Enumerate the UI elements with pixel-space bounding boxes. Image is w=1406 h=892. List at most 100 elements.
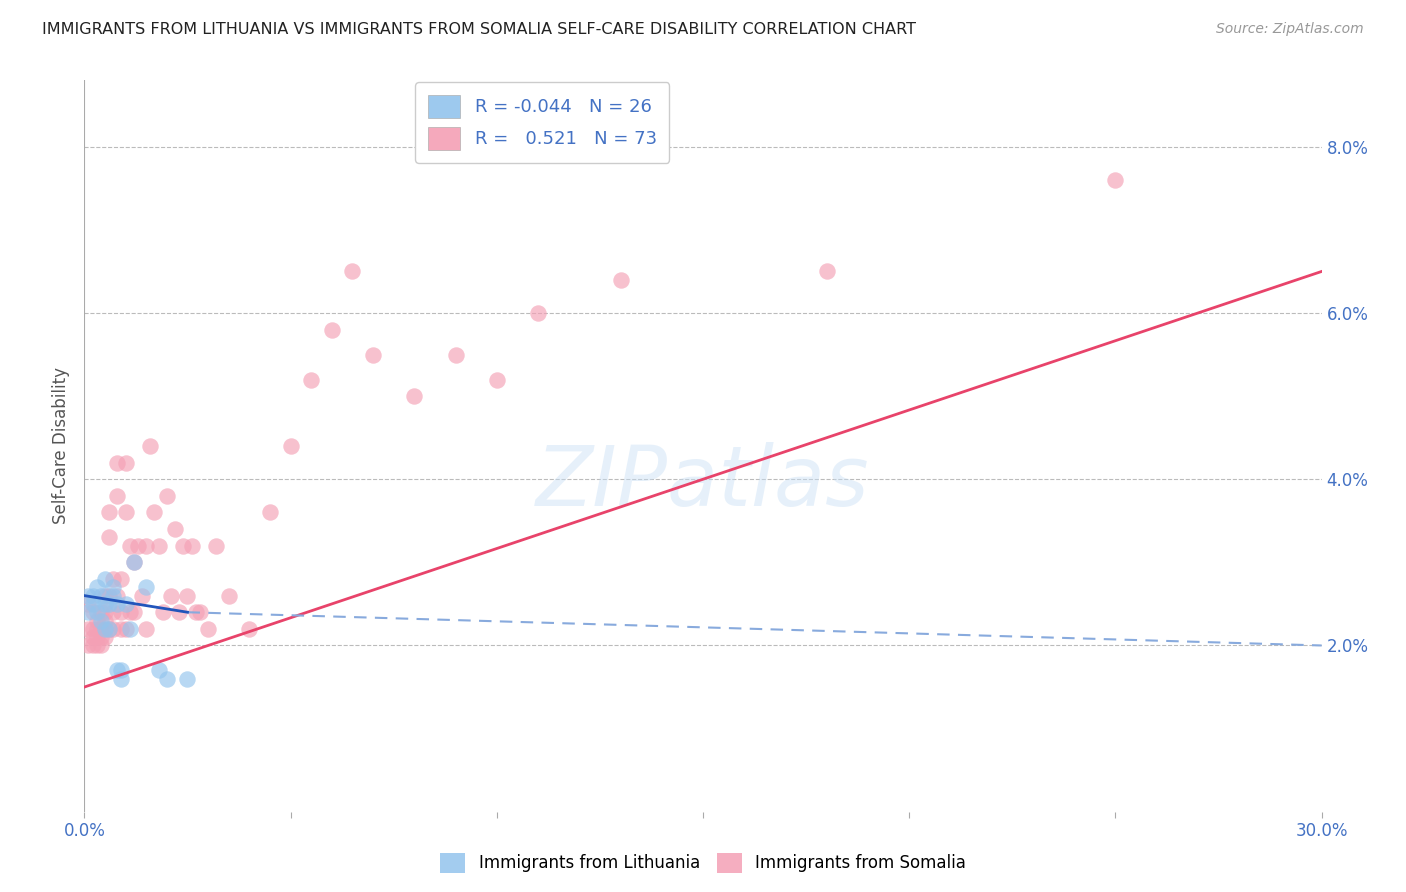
Point [1104,173,1126,187]
Point [105,597,128,611]
Point [527,306,550,320]
Point [90,639,112,653]
Text: Source: ZipAtlas.com: Source: ZipAtlas.com [1216,22,1364,37]
Point [105,456,128,470]
Point [176,589,198,603]
Point [197,622,219,636]
Point [361,347,384,362]
Point [98,597,121,611]
Point [444,347,467,362]
Point [94,572,117,586]
Point [90,589,112,603]
Point [342,264,364,278]
Point [131,589,153,603]
Point [98,530,121,544]
Point [94,589,117,603]
Point [103,622,125,636]
Point [77,605,100,619]
Point [90,605,112,619]
Point [148,539,170,553]
Point [103,572,125,586]
Point [86,614,108,628]
Point [86,580,108,594]
Point [259,506,281,520]
Point [94,614,117,628]
Point [82,630,104,644]
Point [205,539,228,553]
Point [94,622,117,636]
Point [122,555,145,569]
Point [110,622,132,636]
Point [184,605,207,619]
Legend: Immigrants from Lithuania, Immigrants from Somalia: Immigrants from Lithuania, Immigrants fr… [433,847,973,880]
Point [122,555,145,569]
Point [139,439,162,453]
Text: ZIPatlas: ZIPatlas [536,442,870,523]
Point [160,589,183,603]
Point [135,622,157,636]
Point [110,672,132,686]
Point [94,605,117,619]
Point [114,456,136,470]
Point [77,597,100,611]
Point [118,605,141,619]
Point [82,597,104,611]
Text: IMMIGRANTS FROM LITHUANIA VS IMMIGRANTS FROM SOMALIA SELF-CARE DISABILITY CORREL: IMMIGRANTS FROM LITHUANIA VS IMMIGRANTS … [42,22,917,37]
Point [103,605,125,619]
Point [176,672,198,686]
Point [114,506,136,520]
Point [82,622,104,636]
Point [815,264,838,278]
Point [180,539,202,553]
Point [156,672,179,686]
Point [143,506,166,520]
Point [86,639,108,653]
Point [86,622,108,636]
Point [152,605,174,619]
Point [404,389,426,403]
Point [77,589,100,603]
Point [135,580,157,594]
Point [238,622,260,636]
Point [110,572,132,586]
Point [94,630,117,644]
Point [105,664,128,678]
Point [172,539,194,553]
Point [105,589,128,603]
Point [86,630,108,644]
Point [167,605,190,619]
Point [118,622,141,636]
Point [299,372,322,386]
Point [218,589,240,603]
Point [98,622,121,636]
Point [90,622,112,636]
Y-axis label: Self-Care Disability: Self-Care Disability [52,368,70,524]
Point [122,605,145,619]
Point [165,522,187,536]
Point [103,589,125,603]
Point [82,589,104,603]
Point [321,323,343,337]
Point [148,664,170,678]
Point [94,597,117,611]
Point [135,539,157,553]
Point [105,489,128,503]
Point [114,622,136,636]
Point [103,580,125,594]
Point [98,622,121,636]
Point [118,539,141,553]
Point [82,605,104,619]
Point [90,614,112,628]
Point [98,589,121,603]
Point [110,664,132,678]
Point [110,605,132,619]
Point [114,597,136,611]
Point [485,372,508,386]
Point [77,622,100,636]
Point [188,605,211,619]
Point [127,539,149,553]
Point [609,273,631,287]
Point [86,605,108,619]
Point [77,639,100,653]
Point [90,630,112,644]
